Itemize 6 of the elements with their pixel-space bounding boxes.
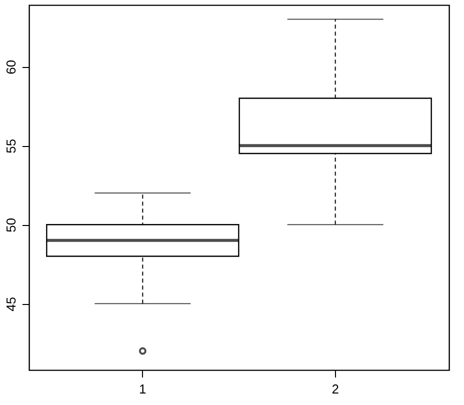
x-tick-label: 1: [139, 382, 146, 396]
y-tick-label: 45: [4, 296, 18, 312]
y-tick-label: 55: [4, 138, 18, 154]
y-tick-label: 60: [4, 60, 18, 74]
x-tick-label: 2: [332, 382, 339, 396]
y-tick-label: 50: [4, 218, 18, 232]
